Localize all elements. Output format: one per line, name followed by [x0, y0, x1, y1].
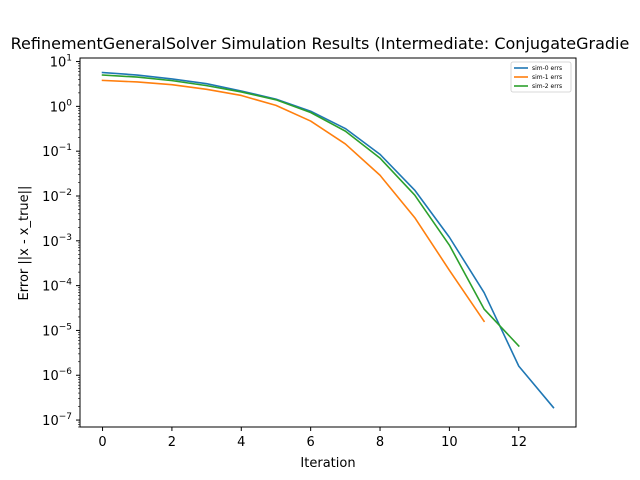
- y-tick-base: 10: [50, 100, 67, 115]
- y-tick-label: 10−2: [42, 188, 72, 205]
- y-tick-exponent: −2: [59, 188, 72, 198]
- series-line-1: [101, 79, 486, 323]
- y-tick-exponent: −3: [59, 233, 72, 243]
- y-tick-label: 10−5: [42, 322, 72, 339]
- y-tick-base: 10: [50, 56, 67, 71]
- y-tick-label: 101: [50, 54, 72, 71]
- y-axis-label: Error ||x - x_true||: [17, 186, 32, 301]
- y-tick-base: 10: [42, 280, 59, 295]
- y-tick-exponent: 1: [66, 54, 72, 64]
- series-line-2: [101, 74, 520, 348]
- x-tick-label: 0: [98, 435, 106, 450]
- y-tick-base: 10: [42, 414, 59, 429]
- legend-label-2: sim-2 errs: [532, 83, 562, 90]
- y-tick-exponent: −6: [59, 367, 73, 377]
- x-axis: 0 2 4 6 8 10 12: [98, 427, 527, 450]
- y-tick-exponent: −5: [59, 322, 72, 332]
- y-tick-exponent: −7: [59, 412, 72, 422]
- y-tick-label: 10−4: [42, 278, 72, 295]
- y-tick-label: 10−7: [42, 412, 72, 429]
- legend-label-0: sim-0 errs: [532, 65, 562, 72]
- y-tick-base: 10: [42, 190, 59, 205]
- y-tick-base: 10: [42, 369, 59, 384]
- series-layer: [101, 71, 555, 409]
- x-axis-label: Iteration: [300, 456, 355, 471]
- legend-label-1: sim-1 errs: [532, 74, 562, 81]
- y-tick-label: 10−1: [42, 143, 72, 160]
- legend-box: [510, 61, 572, 93]
- x-tick-label: 6: [307, 435, 315, 450]
- y-tick-label: 100: [50, 98, 73, 115]
- y-tick-label: 10−6: [42, 367, 72, 384]
- x-tick-label: 10: [441, 435, 458, 450]
- y-tick-label: 10−3: [42, 233, 72, 250]
- legend: sim-0 errs sim-1 errs sim-2 errs: [510, 61, 572, 93]
- x-tick-label: 2: [168, 435, 176, 450]
- x-tick-label: 8: [376, 435, 384, 450]
- y-tick-exponent: −1: [59, 143, 72, 153]
- x-tick-label: 4: [237, 435, 245, 450]
- y-tick-base: 10: [42, 235, 59, 250]
- series-line-0: [101, 71, 555, 409]
- x-tick-label: 12: [510, 435, 527, 450]
- plot-frame: [79, 57, 577, 428]
- y-tick-exponent: −4: [59, 278, 73, 288]
- y-tick-base: 10: [42, 324, 59, 339]
- y-tick-exponent: 0: [66, 98, 72, 108]
- y-tick-base: 10: [42, 145, 59, 160]
- chart-title: RefinementGeneralSolver Simulation Resul…: [11, 34, 630, 53]
